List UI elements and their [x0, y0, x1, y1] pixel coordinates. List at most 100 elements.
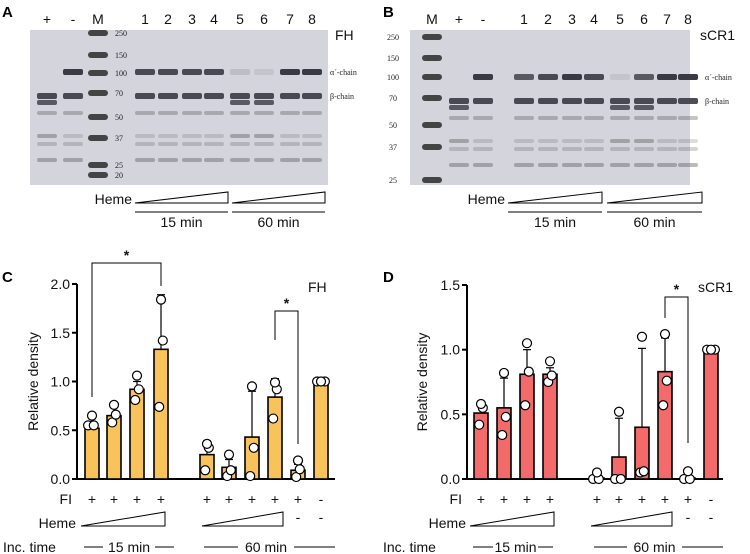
data-point	[268, 413, 279, 424]
data-point	[246, 381, 258, 392]
data-point	[245, 470, 256, 482]
panel-label-a: A	[2, 4, 13, 21]
bar	[703, 348, 719, 480]
lane-label: 4	[210, 11, 218, 27]
data-point	[223, 449, 235, 460]
minor-band	[37, 111, 57, 115]
lane-label: 5	[616, 11, 624, 27]
minor-band	[37, 158, 57, 162]
data-point	[110, 409, 121, 420]
minor-band	[562, 139, 582, 143]
alpha-chain-band	[610, 74, 630, 80]
heme-gradient-triangle	[231, 191, 326, 204]
significance-bracket	[664, 296, 689, 443]
minor-band	[584, 139, 604, 143]
fi-sign: +	[248, 491, 256, 507]
lane-label: 3	[188, 11, 196, 27]
minor-band	[634, 139, 654, 143]
beta-chain-band	[158, 93, 178, 99]
minor-band	[182, 111, 202, 115]
alpha-chain-label: α´-chain	[330, 68, 357, 77]
data-point	[86, 410, 98, 421]
minor-band	[449, 116, 469, 120]
marker-label: 25	[389, 176, 397, 185]
beta-chain-band	[204, 93, 224, 99]
alpha-chain-band	[254, 69, 274, 75]
significance-star: *	[284, 295, 290, 311]
minor-band	[538, 139, 558, 143]
alpha-chain-band	[538, 74, 558, 80]
cleaved-band	[37, 100, 57, 105]
data-point	[615, 473, 626, 485]
data-point	[315, 376, 327, 387]
lane-label: -	[71, 11, 76, 27]
minor-band	[514, 139, 534, 143]
minor-band	[562, 163, 582, 167]
beta-chain-band	[254, 93, 274, 99]
minor-band	[37, 142, 57, 146]
data-point	[475, 398, 487, 410]
fi-sign: +	[88, 491, 96, 507]
data-point	[294, 464, 305, 475]
data-point	[661, 375, 672, 386]
marker-band	[88, 90, 108, 96]
marker-band	[88, 172, 108, 178]
time-label: 60 min	[633, 539, 675, 554]
bar	[657, 370, 673, 480]
marker-label: 250	[387, 33, 399, 42]
minor-band	[514, 147, 534, 151]
lane-label: 3	[568, 11, 576, 27]
data-point	[520, 400, 531, 411]
significance-star: *	[674, 281, 680, 297]
minor-band	[230, 158, 250, 162]
data-point	[636, 331, 648, 342]
data-point	[544, 356, 556, 367]
minor-band	[302, 158, 322, 162]
inc-time-label: Inc. time	[3, 539, 56, 554]
y-tick-label: 2.0	[51, 276, 71, 292]
panel-label-c: C	[2, 269, 13, 286]
significance-bracket	[91, 262, 162, 397]
marker-label: 37	[389, 143, 397, 152]
minor-band	[610, 139, 630, 143]
heme-none-sign: -	[296, 509, 301, 525]
alpha-chain-label: α´-chain	[705, 73, 732, 82]
lane-label: 7	[286, 11, 294, 27]
alpha-chain-band	[302, 69, 322, 75]
heme-none-sign: -	[709, 509, 714, 525]
marker-label: 50	[389, 121, 397, 130]
alpha-chain-band	[135, 69, 155, 75]
marker-band	[88, 135, 108, 141]
y-axis-label: Relative density	[25, 332, 41, 431]
minor-band	[514, 116, 534, 120]
minor-band	[204, 158, 224, 162]
fi-label: FI	[450, 491, 462, 507]
beta-chain-band	[63, 93, 83, 99]
minor-band	[634, 147, 654, 151]
minor-band	[158, 134, 178, 138]
marker-label: 150	[387, 54, 399, 63]
minor-band	[63, 111, 83, 115]
heme-gradient-triangle	[134, 191, 229, 204]
minor-band	[678, 116, 698, 120]
minor-band	[678, 139, 698, 143]
beta-chain-band	[230, 93, 250, 99]
significance-bracket	[274, 310, 299, 444]
minor-band	[538, 116, 558, 120]
time-label: 15 min	[534, 214, 576, 230]
fi-sign: +	[546, 491, 554, 507]
minor-band	[562, 116, 582, 120]
minor-band	[657, 147, 677, 151]
heme-gradient-triangle	[469, 511, 555, 527]
minor-band	[204, 111, 224, 115]
minor-band	[449, 139, 469, 143]
protein-label: FH	[335, 27, 354, 43]
lane-label: 7	[663, 11, 671, 27]
beta-chain-band	[634, 98, 654, 104]
minor-band	[254, 142, 274, 146]
y-axis-label: Relative density	[414, 333, 430, 432]
cleaved-band	[230, 100, 250, 105]
minor-band	[634, 163, 654, 167]
data-point	[269, 377, 281, 388]
marker-label: 70	[389, 94, 397, 103]
